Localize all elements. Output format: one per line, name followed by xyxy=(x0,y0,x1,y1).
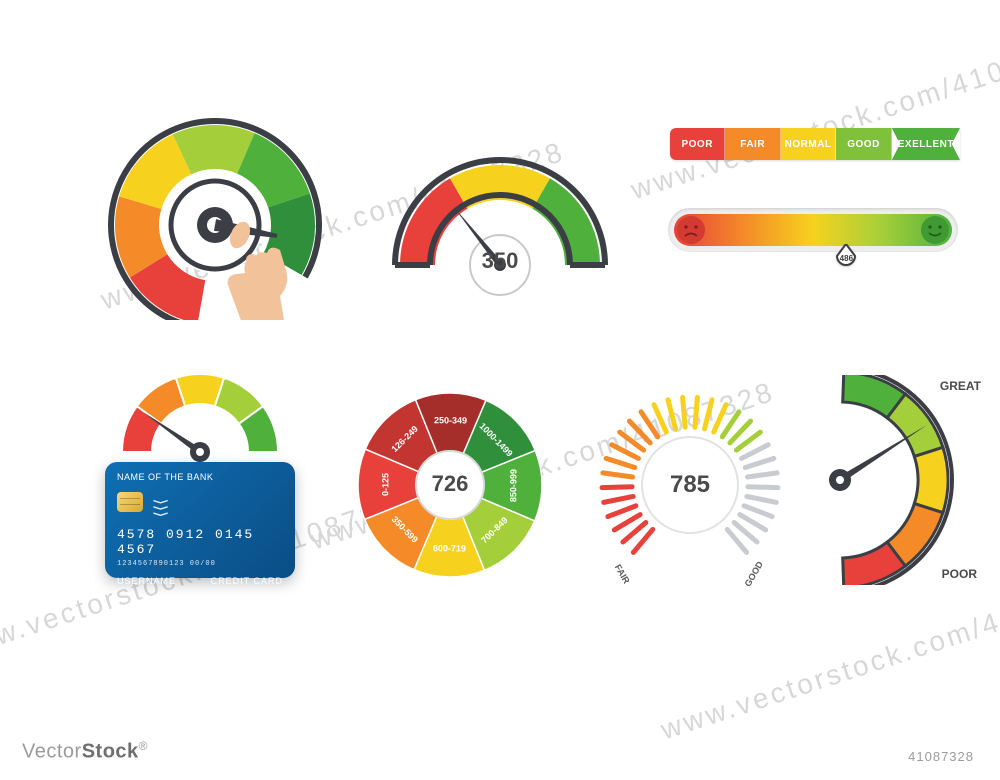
infographic-canvas: www.vectorstock.com/41087328 www.vectorst… xyxy=(0,0,1000,780)
score-wheel-value: 726 xyxy=(350,471,550,497)
happy-face-icon xyxy=(920,215,950,245)
credit-card: NAME OF THE BANK ⟩⟩⟩ 4578 0912 0145 4567… xyxy=(105,462,295,578)
rating-seg-normal: NORMAL xyxy=(781,128,836,160)
slider-marker: 486 xyxy=(835,244,857,266)
rating-seg-good: GOOD xyxy=(836,128,891,160)
sad-face-icon xyxy=(676,215,706,245)
tick-gauge-value: 785 xyxy=(590,471,790,499)
svg-text:250-349: 250-349 xyxy=(434,415,467,425)
footer-brand-reg: ® xyxy=(139,739,148,753)
card-bank-name: NAME OF THE BANK xyxy=(117,472,283,482)
card-brand: CREDIT CARD xyxy=(211,576,283,586)
svg-text:600-719: 600-719 xyxy=(433,543,466,553)
card-number: 4578 0912 0145 4567 xyxy=(117,527,283,557)
gauge-350-value: 350 xyxy=(375,248,625,274)
card-subnumber: 1234567890123 00/00 xyxy=(117,560,283,568)
gauge-credit-card: NAME OF THE BANK ⟩⟩⟩ 4578 0912 0145 4567… xyxy=(95,370,305,590)
contactless-icon: ⟩⟩⟩ xyxy=(150,499,170,518)
footer-brand: VectorStock® xyxy=(22,739,148,764)
emoji-slider: 486 xyxy=(668,208,958,252)
watermark-text: www.vectorstock.com/41087328 xyxy=(627,26,1000,206)
rating-seg-fair: FAIR xyxy=(725,128,780,160)
gauge-350: 350 xyxy=(375,130,625,300)
slider-marker-value: 486 xyxy=(835,254,857,263)
card-username: USERNAME xyxy=(117,576,176,586)
vertical-gauge-poor: POOR xyxy=(942,567,977,581)
gauge-hand-dial xyxy=(100,110,330,320)
rating-bar: POORFAIRNORMALGOODEXELLENT xyxy=(670,128,960,160)
footer-brand-suffix: Stock xyxy=(82,741,139,763)
watermark-text: www.vectorstock.com/41087328 xyxy=(657,566,1000,746)
vertical-gauge: GREAT POOR xyxy=(815,375,975,585)
rating-seg-poor: POOR xyxy=(670,128,725,160)
footer-image-id: 41087328 xyxy=(908,749,974,764)
footer-brand-prefix: Vector xyxy=(22,741,82,763)
vertical-gauge-great: GREAT xyxy=(940,379,981,393)
tick-gauge: 785 FAIR GOOD xyxy=(590,385,790,585)
rating-seg-exellent: EXELLENT xyxy=(892,128,960,160)
chip-icon xyxy=(117,492,143,512)
score-wheel: 0-125126-249250-3491000-1499850-999700-8… xyxy=(350,385,550,585)
